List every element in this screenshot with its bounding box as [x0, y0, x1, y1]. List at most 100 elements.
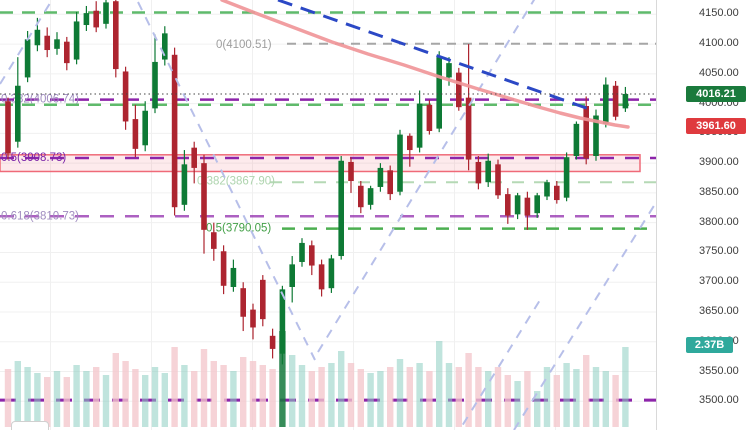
candle-body[interactable] — [495, 164, 501, 196]
candle-body[interactable] — [34, 29, 41, 46]
candle-body[interactable] — [191, 147, 197, 168]
candle-body[interactable] — [44, 35, 50, 51]
candle-body[interactable] — [83, 13, 90, 26]
candle-body[interactable] — [73, 21, 80, 60]
candle-body[interactable] — [103, 2, 109, 24]
volume-bar — [622, 347, 629, 427]
candle-body[interactable] — [387, 170, 393, 195]
volume-bar — [465, 353, 472, 427]
candle-body[interactable] — [514, 195, 521, 215]
volume-bar — [455, 367, 462, 427]
candle-body[interactable] — [465, 97, 472, 160]
price-axis-label: 4050.00 — [699, 66, 739, 79]
volume-layer — [4, 331, 629, 427]
volume-bar — [553, 375, 560, 427]
candle-body[interactable] — [211, 232, 217, 249]
candle-body[interactable] — [436, 57, 442, 129]
candle-body[interactable] — [15, 85, 21, 142]
candle-body[interactable] — [309, 245, 315, 266]
candle-body[interactable] — [367, 188, 374, 205]
candle-body[interactable] — [54, 39, 60, 49]
candle-body[interactable] — [269, 335, 276, 349]
candle-body[interactable] — [397, 134, 403, 192]
candle-body[interactable] — [544, 182, 550, 197]
volume-bar — [112, 353, 119, 427]
candle-body[interactable] — [446, 63, 452, 78]
fib-05-high-label: 0.5(3908.73) — [1, 152, 66, 164]
candle-body[interactable] — [152, 61, 158, 109]
candle-body[interactable] — [573, 123, 580, 157]
candle-body[interactable] — [563, 157, 570, 198]
volume-bar — [406, 367, 413, 427]
candle-body[interactable] — [240, 288, 246, 317]
candle-body[interactable] — [583, 105, 589, 159]
volume-bar — [220, 365, 227, 427]
volume-bar — [298, 365, 306, 427]
candle-body[interactable] — [132, 119, 139, 149]
candle-body[interactable] — [299, 242, 305, 262]
candle-body[interactable] — [426, 104, 433, 131]
candle-body[interactable] — [593, 115, 599, 157]
candle-body[interactable] — [485, 160, 491, 183]
candle-body[interactable] — [24, 39, 31, 78]
candle-body[interactable] — [93, 10, 99, 28]
volume-bar — [485, 371, 492, 427]
volume-bar — [534, 391, 541, 427]
candle-body[interactable] — [289, 264, 295, 287]
volume-bar — [24, 367, 31, 427]
ma-value-badge: 3961.60 — [686, 118, 746, 135]
candle-body[interactable] — [524, 197, 531, 216]
candle-body[interactable] — [456, 72, 462, 108]
candle-body[interactable] — [603, 84, 609, 124]
volume-bar — [63, 377, 70, 427]
volume-badge: 2.37B — [686, 337, 733, 353]
candle-body[interactable] — [505, 194, 511, 216]
volume-bar — [328, 363, 335, 427]
volume-bar — [357, 369, 364, 427]
candle-body[interactable] — [279, 289, 286, 354]
candle-body[interactable] — [348, 161, 354, 182]
candle-body[interactable] — [142, 110, 148, 146]
volume-bar — [514, 381, 521, 427]
candle-body[interactable] — [416, 103, 423, 148]
volume-bar — [367, 373, 374, 427]
candle-body[interactable] — [622, 93, 629, 109]
candle-body[interactable] — [358, 185, 364, 208]
candle-body[interactable] — [328, 258, 335, 289]
candle-body[interactable] — [230, 267, 237, 287]
lavender-rising-mid — [317, 0, 536, 353]
volume-bar — [504, 375, 511, 427]
grid-layer — [0, 0, 656, 430]
price-axis[interactable]: 4150.004100.004050.004000.003950.003900.… — [656, 0, 750, 430]
candle-body[interactable] — [612, 85, 619, 117]
candle-body[interactable] — [181, 164, 188, 205]
fib-0382-low-label: 0.382(3867.90) — [197, 175, 275, 187]
candle-body[interactable] — [171, 54, 178, 208]
candle-body[interactable] — [407, 135, 413, 151]
volume-bar — [200, 349, 208, 427]
candle-body[interactable] — [162, 33, 168, 60]
candle-body[interactable] — [338, 160, 344, 257]
candle-body[interactable] — [534, 195, 540, 214]
candle-body[interactable] — [5, 101, 11, 154]
candle-body[interactable] — [64, 41, 70, 64]
candle-body[interactable] — [554, 185, 560, 201]
volume-bar — [181, 365, 188, 427]
chart-toolbar-button[interactable] — [11, 421, 49, 430]
volume-bar — [602, 371, 609, 427]
candle-body[interactable] — [113, 1, 119, 70]
volume-bar — [494, 367, 502, 427]
volume-bar — [289, 355, 296, 427]
candle-body[interactable] — [260, 279, 266, 320]
candle-body[interactable] — [201, 163, 207, 230]
candle-body[interactable] — [318, 264, 325, 290]
price-axis-label: 3550.00 — [699, 364, 739, 377]
candle-body[interactable] — [122, 71, 129, 122]
volume-bar — [259, 365, 266, 427]
candle-body[interactable] — [250, 309, 256, 328]
candle-body[interactable] — [475, 161, 482, 184]
candle-body[interactable] — [220, 251, 227, 286]
candle-body[interactable] — [377, 167, 384, 187]
